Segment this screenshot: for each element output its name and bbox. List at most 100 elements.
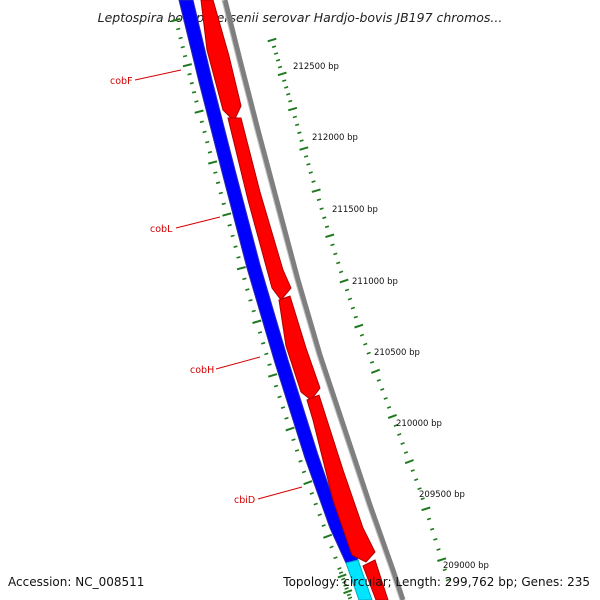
minor-tick	[180, 45, 185, 49]
minor-tick	[242, 277, 247, 281]
minor-tick	[284, 86, 289, 89]
minor-tick	[403, 451, 409, 455]
minor-tick	[386, 405, 392, 409]
callout-cobF	[134, 69, 182, 81]
minor-tick	[417, 487, 422, 491]
inner-ticks	[171, 17, 353, 600]
major-tick	[387, 413, 397, 419]
minor-tick	[299, 139, 304, 142]
minor-tick	[420, 497, 425, 501]
minor-tick	[182, 54, 188, 58]
minor-tick	[410, 469, 415, 473]
major-tick	[437, 557, 447, 562]
major-tick	[337, 573, 347, 579]
minor-tick	[309, 491, 314, 495]
gene-label-cobF: cobF	[110, 76, 133, 87]
callout-cbiD	[257, 486, 303, 500]
minor-tick	[207, 150, 213, 154]
major-tick	[252, 319, 262, 324]
minor-tick	[397, 433, 402, 436]
minor-tick	[221, 202, 226, 206]
minor-tick	[277, 65, 283, 69]
minor-tick	[316, 198, 322, 202]
minor-tick	[347, 297, 353, 301]
minor-tick	[301, 470, 307, 474]
minor-tick	[430, 527, 435, 531]
major-tick	[194, 109, 204, 114]
minor-tick	[251, 309, 256, 313]
minor-tick	[344, 288, 350, 292]
minor-tick	[380, 387, 385, 391]
backbone-ring-highlight	[221, 0, 401, 600]
minor-tick	[400, 442, 405, 446]
minor-tick	[311, 180, 316, 183]
minor-tick	[191, 91, 197, 94]
minor-tick	[227, 223, 232, 227]
minor-tick	[271, 45, 277, 49]
minor-tick	[277, 395, 282, 399]
minor-tick	[426, 517, 432, 521]
minor-tick	[445, 578, 451, 582]
minor-tick	[213, 171, 218, 174]
position-label: 212000 bp	[312, 133, 358, 143]
minor-tick	[338, 571, 344, 575]
position-label: 210500 bp	[374, 348, 420, 358]
minor-tick	[313, 502, 318, 506]
minor-tick	[433, 538, 438, 541]
minor-tick	[369, 360, 375, 364]
major-tick	[236, 266, 246, 271]
major-tick	[277, 71, 287, 77]
minor-tick	[248, 299, 253, 302]
gene-label-cbiD: cbiD	[234, 495, 255, 506]
minor-tick	[273, 384, 279, 388]
minor-tick	[350, 306, 356, 310]
gene-arrow-cobL	[227, 117, 292, 301]
major-tick	[288, 106, 298, 112]
major-tick	[325, 233, 335, 239]
minor-tick	[275, 58, 281, 62]
minor-tick	[343, 583, 348, 587]
callout-cobH	[215, 356, 261, 370]
minor-tick	[303, 155, 309, 158]
minor-tick	[347, 596, 353, 600]
minor-tick	[321, 524, 326, 528]
major-tick	[303, 480, 313, 486]
gene-arrow-next	[362, 559, 389, 600]
major-tick	[404, 459, 414, 465]
major-tick	[370, 368, 381, 374]
minor-tick	[264, 352, 269, 356]
major-tick	[285, 426, 295, 432]
minor-tick	[294, 123, 300, 127]
minor-tick	[282, 79, 287, 82]
minor-tick	[187, 72, 192, 76]
minor-tick	[280, 406, 286, 409]
minor-tick	[236, 256, 241, 259]
minor-tick	[333, 556, 338, 560]
minor-tick	[317, 513, 322, 517]
minor-tick	[359, 333, 365, 337]
minor-tick	[297, 131, 302, 135]
minor-tick	[233, 245, 238, 248]
minor-tick	[324, 225, 330, 229]
gene-label-cobL: cobL	[150, 224, 173, 235]
position-label: 211000 bp	[352, 277, 398, 287]
major-tick	[354, 323, 364, 329]
minor-tick	[230, 234, 235, 238]
minor-tick	[333, 252, 338, 256]
minor-tick	[218, 191, 224, 195]
minor-tick	[363, 342, 368, 346]
minor-tick	[319, 207, 324, 211]
minor-tick	[344, 587, 349, 590]
minor-tick	[199, 120, 204, 124]
minor-tick	[288, 99, 293, 103]
outer-ticks	[267, 37, 451, 582]
major-tick	[311, 188, 321, 193]
major-tick	[222, 212, 232, 217]
major-tick	[299, 146, 309, 151]
minor-tick	[353, 315, 358, 319]
minor-tick	[257, 331, 263, 334]
minor-tick	[178, 36, 183, 40]
position-label: 210000 bp	[396, 419, 442, 429]
topology-label: Topology: circular; Length: 299,762 bp; …	[282, 575, 590, 589]
